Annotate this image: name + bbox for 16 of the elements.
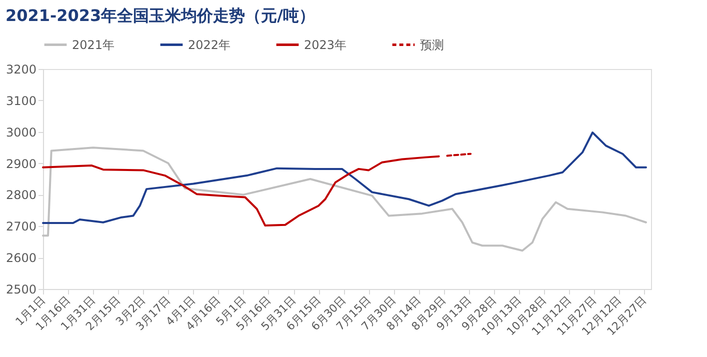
line-series [42,155,440,227]
line-series [42,146,647,252]
y-tick-label: 3200 [6,62,36,76]
chart-title: 2021-2023年全国玉米均价走势（元/吨） [5,6,316,25]
legend-label: 2021年 [72,38,115,52]
y-tick-label: 3100 [6,94,36,108]
y-tick-label: 2600 [6,251,36,266]
y-tick-label: 2800 [6,188,36,202]
line-series [42,131,647,224]
y-tick-label: 2500 [6,282,36,296]
y-tick-label: 2700 [6,220,36,234]
y-tick-label: 2900 [6,156,36,171]
legend-label: 预测 [420,38,444,52]
y-tick-label: 3000 [6,125,36,140]
legend-label: 2022年 [188,38,231,52]
legend-label: 2023年 [304,38,347,52]
